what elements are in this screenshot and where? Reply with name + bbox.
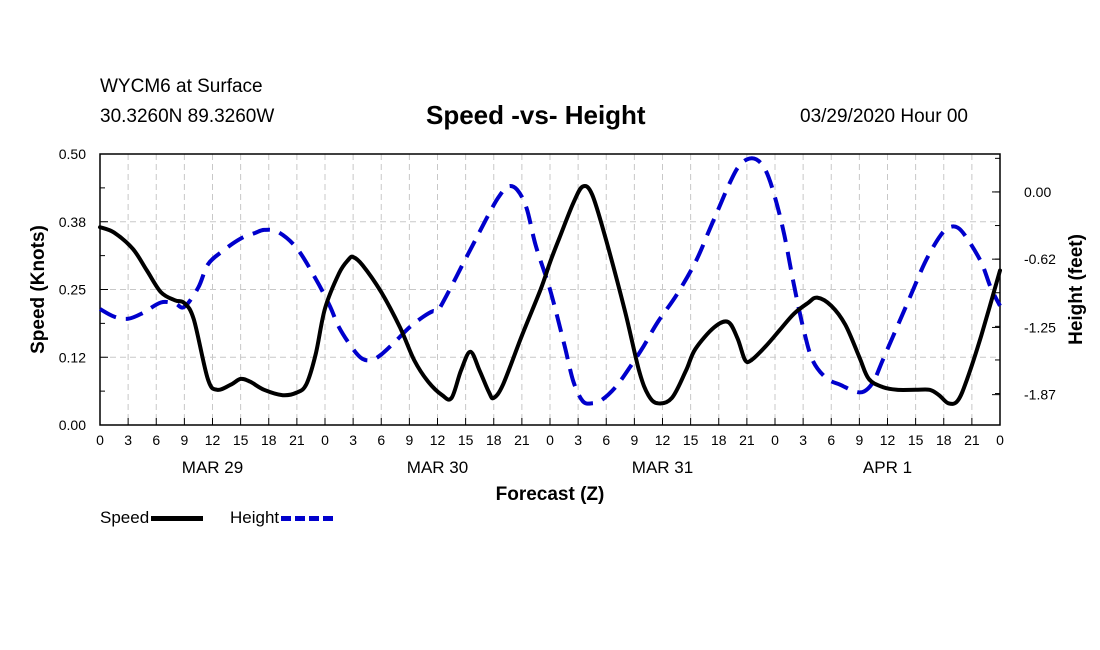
x-axis-label: Forecast (Z) xyxy=(496,484,605,505)
x-tick-label: 3 xyxy=(349,432,357,448)
series-line-speed xyxy=(98,183,1002,406)
y-right-tick-label: 0.00 xyxy=(1024,184,1051,200)
series-lines xyxy=(98,156,1002,406)
x-tick-label: 3 xyxy=(799,432,807,448)
x-day-label: MAR 29 xyxy=(182,458,243,477)
x-tick-label: 6 xyxy=(827,432,835,448)
x-tick-label: 0 xyxy=(321,432,329,448)
x-tick-label: 12 xyxy=(880,432,896,448)
x-tick-label: 0 xyxy=(96,432,104,448)
x-tick-label: 0 xyxy=(771,432,779,448)
legend-speed-swatch xyxy=(151,515,204,521)
x-day-label: MAR 31 xyxy=(632,458,693,477)
legend-height-swatch xyxy=(281,515,334,521)
y-right-tick-label: -1.87 xyxy=(1024,387,1056,403)
x-day-label: APR 1 xyxy=(863,458,912,477)
x-tick-label: 12 xyxy=(430,432,446,448)
x-tick-label: 0 xyxy=(546,432,554,448)
legend-speed-label: Speed xyxy=(100,508,150,527)
x-tick-label: 18 xyxy=(711,432,727,448)
axes: 0 3 6 9 12 15 18 21 0 3 6 9 12 15 18 21 0 3 6 9 12 15 18 21 0 3 6 9… xyxy=(59,146,1056,477)
x-tick-label: 18 xyxy=(486,432,502,448)
legend-height-label: Height xyxy=(230,508,280,527)
x-tick-label: 6 xyxy=(152,432,160,448)
x-tick-label: 21 xyxy=(289,432,305,448)
x-day-label: MAR 30 xyxy=(407,458,468,477)
x-tick-label: 12 xyxy=(655,432,671,448)
x-tick-label: 6 xyxy=(377,432,385,448)
y-left-tick-label: 0.50 xyxy=(59,146,86,162)
y-right-tick-label: -1.25 xyxy=(1024,319,1056,335)
x-tick-label: 9 xyxy=(405,432,413,448)
chart-title: Speed -vs- Height xyxy=(426,100,646,130)
x-tick-label: 21 xyxy=(739,432,755,448)
x-tick-label: 9 xyxy=(630,432,638,448)
y-axis-label-left: Speed (Knots) xyxy=(28,225,49,354)
y-right-tick-label: -0.62 xyxy=(1024,251,1056,267)
legend-height: Height xyxy=(230,508,334,528)
y-left-tick-label: 0.38 xyxy=(59,214,86,230)
x-tick-label: 9 xyxy=(855,432,863,448)
x-tick-label: 15 xyxy=(908,432,924,448)
station-coordinates: 30.3260N 89.3260W xyxy=(100,106,275,127)
station-name: WYCM6 at Surface xyxy=(100,76,263,97)
y-left-tick-label: 0.12 xyxy=(59,349,86,365)
y-axis-label-right: Height (feet) xyxy=(1066,234,1087,345)
series-line-height xyxy=(98,156,1002,406)
x-tick-label: 6 xyxy=(602,432,610,448)
legend-speed: Speed xyxy=(100,508,204,528)
x-tick-label: 0 xyxy=(996,432,1004,448)
x-tick-label: 21 xyxy=(964,432,980,448)
x-tick-label: 3 xyxy=(574,432,582,448)
x-tick-label: 15 xyxy=(233,432,249,448)
forecast-datetime: 03/29/2020 Hour 00 xyxy=(800,106,968,127)
x-tick-label: 3 xyxy=(124,432,132,448)
x-tick-label: 18 xyxy=(936,432,952,448)
x-tick-label: 21 xyxy=(514,432,530,448)
x-tick-label: 18 xyxy=(261,432,277,448)
x-tick-label: 15 xyxy=(683,432,699,448)
grid xyxy=(100,154,1000,425)
x-tick-label: 12 xyxy=(205,432,221,448)
y-left-tick-label: 0.25 xyxy=(59,282,86,298)
x-tick-label: 9 xyxy=(180,432,188,448)
y-left-tick-label: 0.00 xyxy=(59,417,86,433)
x-tick-label: 15 xyxy=(458,432,474,448)
